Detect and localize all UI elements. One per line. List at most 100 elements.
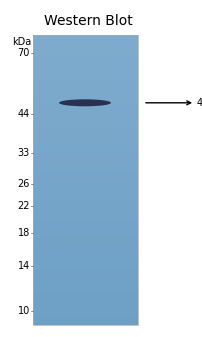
Text: 70: 70	[18, 48, 30, 58]
Bar	[33, 132, 137, 133]
Bar	[33, 215, 137, 216]
Bar	[33, 254, 137, 255]
Bar	[33, 216, 137, 218]
Bar	[33, 205, 137, 206]
Bar	[33, 273, 137, 274]
Bar	[33, 83, 137, 84]
Bar	[33, 150, 137, 151]
Bar	[33, 308, 137, 309]
Bar	[33, 280, 137, 281]
Bar	[33, 148, 137, 150]
Bar	[33, 183, 137, 184]
Bar	[33, 84, 137, 86]
Bar	[33, 39, 137, 41]
Bar	[33, 240, 137, 241]
Bar	[33, 135, 137, 136]
Bar	[33, 242, 137, 244]
Bar	[33, 75, 137, 77]
Bar	[33, 192, 137, 193]
Bar	[33, 77, 137, 79]
Bar	[33, 141, 137, 142]
Bar	[33, 299, 137, 300]
Bar	[33, 126, 137, 128]
Bar	[33, 292, 137, 293]
Bar	[33, 116, 137, 118]
Bar	[33, 241, 137, 242]
Bar	[33, 73, 137, 74]
Bar	[33, 112, 137, 113]
Bar	[33, 125, 137, 126]
Bar	[33, 266, 137, 267]
Bar	[33, 248, 137, 250]
Bar	[33, 162, 137, 164]
Bar	[33, 165, 137, 167]
Bar	[33, 58, 137, 60]
Bar	[33, 229, 137, 231]
Bar	[33, 226, 137, 228]
Bar	[33, 109, 137, 111]
Bar	[33, 279, 137, 280]
Bar	[33, 287, 137, 289]
Bar	[33, 90, 137, 92]
Bar	[33, 303, 137, 305]
Bar	[33, 89, 137, 90]
Bar	[33, 263, 137, 264]
Bar	[33, 138, 137, 140]
Bar	[33, 305, 137, 306]
Bar	[33, 99, 137, 100]
Bar	[33, 52, 137, 54]
Bar	[33, 74, 137, 75]
Bar	[33, 174, 137, 176]
Bar	[33, 121, 137, 122]
Bar	[33, 118, 137, 119]
Bar	[33, 209, 137, 210]
Bar	[33, 129, 137, 131]
Bar	[33, 267, 137, 269]
Bar	[33, 235, 137, 237]
Bar	[33, 247, 137, 248]
Bar	[33, 244, 137, 245]
Text: 48kDa: 48kDa	[196, 98, 202, 108]
Bar	[33, 87, 137, 89]
Bar	[33, 168, 137, 170]
Bar	[33, 270, 137, 271]
Bar	[33, 171, 137, 173]
Bar	[33, 237, 137, 238]
Bar	[33, 245, 137, 247]
Bar	[33, 140, 137, 141]
Bar	[33, 231, 137, 232]
Bar	[33, 61, 137, 63]
Bar	[33, 35, 137, 36]
Bar	[33, 158, 137, 160]
Text: 18: 18	[18, 228, 30, 238]
Bar	[33, 186, 137, 187]
Bar	[33, 119, 137, 121]
Bar	[33, 223, 137, 225]
Bar	[33, 197, 137, 199]
Bar	[33, 222, 137, 223]
Bar	[33, 47, 137, 48]
Bar	[33, 70, 137, 71]
Text: Western Blot: Western Blot	[43, 14, 132, 28]
Bar	[33, 86, 137, 87]
Bar	[33, 200, 137, 202]
Bar	[33, 281, 137, 283]
Bar	[33, 286, 137, 287]
Bar	[33, 258, 137, 260]
Text: 33: 33	[18, 148, 30, 157]
Bar	[33, 167, 137, 168]
Bar	[33, 51, 137, 52]
Text: 22: 22	[17, 202, 30, 211]
Bar	[33, 316, 137, 318]
Bar	[33, 100, 137, 102]
Bar	[33, 306, 137, 308]
Bar	[33, 257, 137, 258]
Bar	[33, 176, 137, 177]
Bar	[33, 187, 137, 189]
Bar	[33, 80, 137, 82]
Bar	[33, 145, 137, 147]
Bar	[33, 212, 137, 213]
Bar	[33, 261, 137, 263]
Bar	[33, 102, 137, 103]
Ellipse shape	[59, 99, 110, 106]
